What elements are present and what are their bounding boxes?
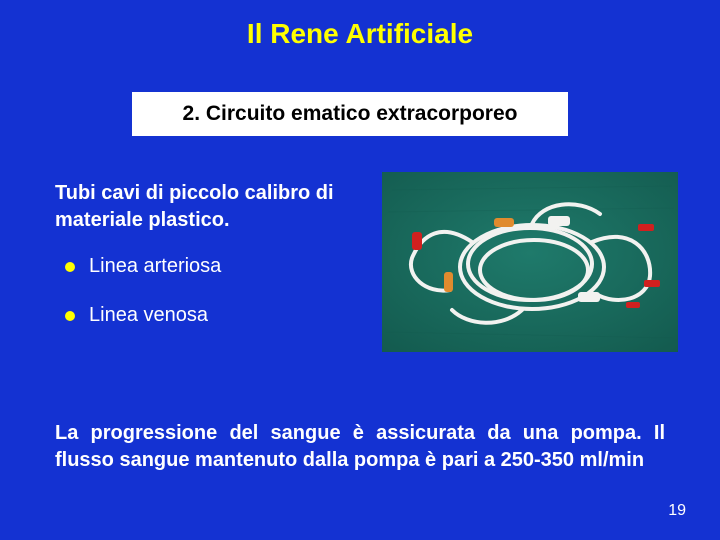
footer-text: La progressione del sangue è assicurata … (55, 420, 665, 474)
subtitle-text: 2. Circuito ematico extracorporeo (183, 102, 518, 125)
page-number: 19 (668, 502, 686, 520)
tubing-image (382, 172, 678, 352)
slide-title: Il Rene Artificiale (0, 18, 720, 50)
subtitle-box: 2. Circuito ematico extracorporeo (130, 90, 570, 138)
list-item: Linea venosa (65, 304, 221, 327)
list-item: Linea arteriosa (65, 255, 221, 278)
bullet-icon (65, 262, 75, 272)
slide: Il Rene Artificiale 2. Circuito ematico … (0, 0, 720, 540)
bullet-list: Linea arteriosa Linea venosa (65, 255, 221, 353)
bullet-icon (65, 311, 75, 321)
bullet-label: Linea arteriosa (89, 255, 221, 278)
bullet-label: Linea venosa (89, 304, 208, 327)
description-text: Tubi cavi di piccolo calibro di material… (55, 180, 355, 234)
